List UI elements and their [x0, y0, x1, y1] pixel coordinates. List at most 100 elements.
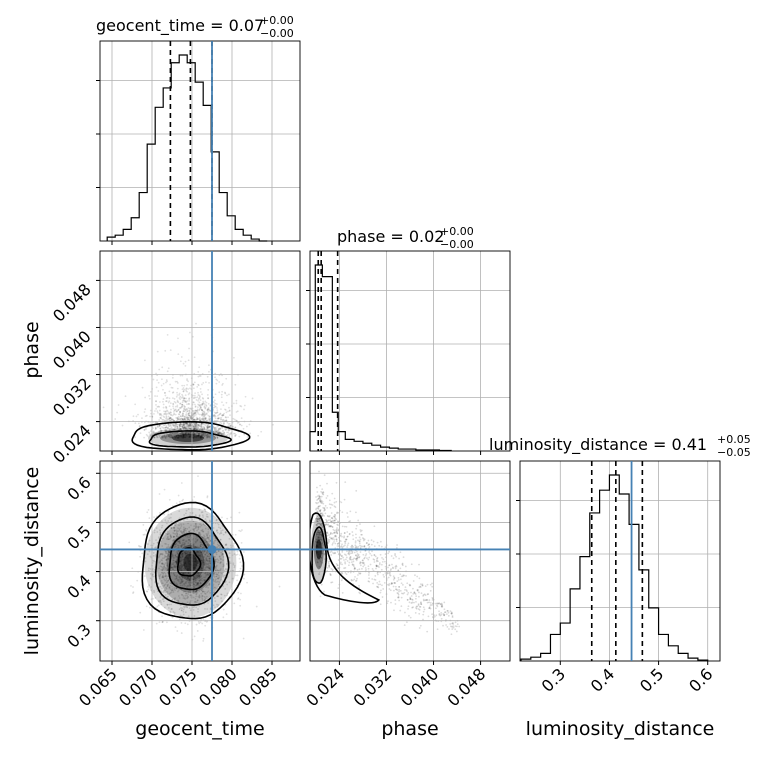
scatter-point	[184, 552, 187, 555]
scatter-point	[431, 613, 434, 616]
scatter-point	[224, 408, 226, 411]
scatter-point	[208, 559, 211, 562]
scatter-point	[186, 425, 189, 428]
scatter-point	[220, 532, 223, 535]
scatter-point	[415, 607, 418, 610]
scatter-point	[202, 402, 205, 404]
scatter-point	[194, 601, 196, 603]
scatter-point	[187, 413, 190, 416]
scatter-point	[193, 555, 196, 558]
scatter-point	[238, 435, 241, 438]
scatter-point	[166, 533, 169, 535]
scatter-point	[315, 486, 318, 489]
scatter-point	[198, 404, 201, 407]
scatter-point	[175, 555, 178, 558]
scatter-point	[178, 568, 181, 571]
scatter-point	[348, 557, 351, 560]
scatter-point	[217, 417, 220, 420]
scatter-point	[196, 560, 199, 563]
scatter-point	[203, 592, 206, 595]
scatter-point	[180, 417, 183, 420]
scatter-point	[194, 406, 197, 408]
scatter-point	[361, 567, 363, 570]
scatter-point	[212, 555, 215, 558]
scatter-point	[174, 578, 177, 581]
scatter-point	[182, 410, 185, 413]
scatter-point	[201, 560, 204, 562]
scatter-point	[209, 616, 212, 619]
scatter-point	[181, 552, 184, 555]
scatter-point	[226, 592, 229, 595]
scatter-point	[185, 580, 188, 583]
scatter-point	[204, 406, 207, 409]
scatter-point	[143, 429, 146, 431]
scatter-point	[204, 572, 207, 574]
scatter-point	[207, 423, 210, 426]
scatter-point	[196, 565, 199, 567]
scatter-point	[166, 429, 168, 432]
scatter-point	[187, 591, 190, 594]
scatter-point	[200, 433, 203, 436]
scatter-point	[193, 401, 195, 404]
scatter-point	[167, 543, 170, 546]
scatter-point	[166, 568, 169, 571]
scatter-point	[204, 593, 207, 595]
scatter-point	[165, 417, 167, 420]
scatter-point	[189, 387, 191, 390]
scatter-point	[188, 392, 191, 395]
scatter-point	[188, 560, 191, 563]
scatter-point	[197, 532, 200, 535]
scatter-point	[159, 429, 162, 432]
scatter-point	[181, 577, 184, 580]
scatter-point	[174, 523, 176, 526]
scatter-point	[169, 611, 172, 614]
scatter-point	[182, 424, 184, 427]
scatter-point	[184, 418, 186, 421]
scatter-point	[174, 413, 177, 416]
scatter-point	[164, 542, 167, 545]
scatter-point	[160, 559, 163, 561]
scatter-point	[406, 593, 409, 596]
scatter-point	[354, 533, 357, 536]
scatter-point	[131, 567, 134, 570]
scatter-point	[241, 565, 243, 567]
scatter-point	[168, 551, 171, 554]
scatter-point	[184, 400, 187, 403]
scatter-point	[155, 403, 157, 406]
scatter-point	[192, 418, 195, 421]
scatter-point	[209, 410, 211, 412]
scatter-point	[422, 610, 425, 613]
scatter-point	[145, 426, 147, 429]
scatter-point	[189, 423, 191, 426]
scatter-point	[398, 557, 400, 560]
scatter-point	[196, 417, 198, 420]
scatter-point	[169, 432, 172, 435]
scatter-point	[185, 422, 188, 424]
scatter-point	[196, 574, 198, 577]
scatter-point	[336, 523, 339, 526]
scatter-point	[173, 572, 175, 574]
scatter-point	[394, 582, 397, 584]
scatter-point	[188, 409, 190, 412]
scatter-point	[200, 589, 203, 592]
scatter-point	[359, 551, 362, 553]
scatter-point	[188, 426, 190, 429]
scatter-point	[145, 428, 147, 431]
scatter-point	[373, 558, 376, 561]
scatter-point	[368, 546, 371, 548]
scatter-point	[166, 585, 169, 588]
scatter-point	[171, 432, 174, 435]
scatter-point	[174, 423, 177, 425]
scatter-point	[179, 432, 182, 435]
scatter-point	[178, 566, 181, 569]
scatter-point	[214, 555, 217, 558]
scatter-point	[233, 564, 236, 567]
scatter-point	[165, 555, 168, 558]
scatter-point	[181, 415, 184, 418]
scatter-point	[208, 381, 210, 384]
scatter-point	[209, 568, 212, 571]
scatter-point	[166, 584, 169, 587]
scatter-point	[182, 423, 185, 426]
scatter-point	[153, 591, 156, 594]
scatter-point	[175, 537, 177, 540]
